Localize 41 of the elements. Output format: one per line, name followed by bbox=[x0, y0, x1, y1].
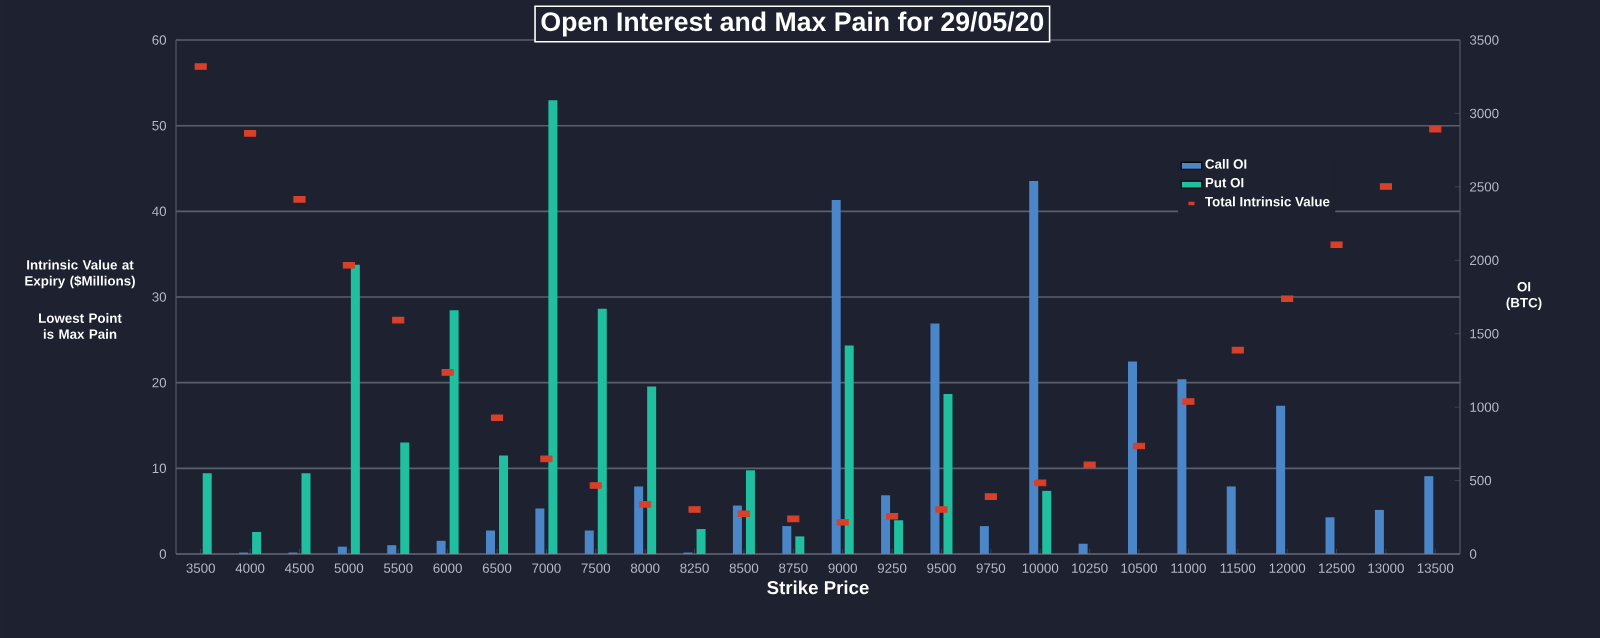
bar bbox=[350, 264, 360, 554]
bar bbox=[436, 540, 446, 554]
bar bbox=[548, 100, 558, 554]
bar bbox=[1177, 379, 1187, 554]
bar bbox=[1226, 486, 1236, 554]
bar bbox=[943, 393, 953, 554]
bar bbox=[979, 526, 989, 554]
bar bbox=[400, 442, 410, 554]
bar bbox=[1325, 517, 1335, 554]
bar bbox=[301, 473, 311, 554]
x-axis-title: Strike Price bbox=[767, 580, 869, 595]
bar bbox=[1029, 180, 1039, 554]
bar bbox=[844, 345, 854, 554]
bar bbox=[647, 386, 657, 554]
bar bbox=[252, 531, 262, 554]
bar bbox=[696, 529, 706, 554]
bar bbox=[894, 520, 904, 554]
bar bbox=[449, 310, 459, 554]
bar bbox=[745, 470, 755, 554]
bar bbox=[597, 308, 607, 554]
chart-title: Open Interest and Max Pain for 29/05/20 bbox=[541, 11, 1044, 37]
bar bbox=[1276, 405, 1286, 554]
bar bbox=[1078, 543, 1088, 554]
bar bbox=[881, 495, 891, 554]
bar bbox=[831, 200, 841, 554]
bar bbox=[486, 530, 496, 554]
bar bbox=[584, 530, 594, 554]
bar bbox=[1127, 361, 1137, 554]
bar bbox=[795, 536, 805, 554]
bar bbox=[499, 455, 509, 554]
bar bbox=[535, 508, 545, 554]
bar bbox=[337, 546, 347, 554]
bar bbox=[1374, 509, 1384, 554]
bar bbox=[1042, 490, 1052, 554]
bar bbox=[387, 545, 397, 554]
bar bbox=[202, 473, 212, 554]
bar bbox=[634, 486, 644, 554]
bar bbox=[732, 505, 742, 554]
bar bbox=[1424, 476, 1434, 554]
bar bbox=[930, 323, 940, 554]
bar bbox=[782, 526, 792, 554]
